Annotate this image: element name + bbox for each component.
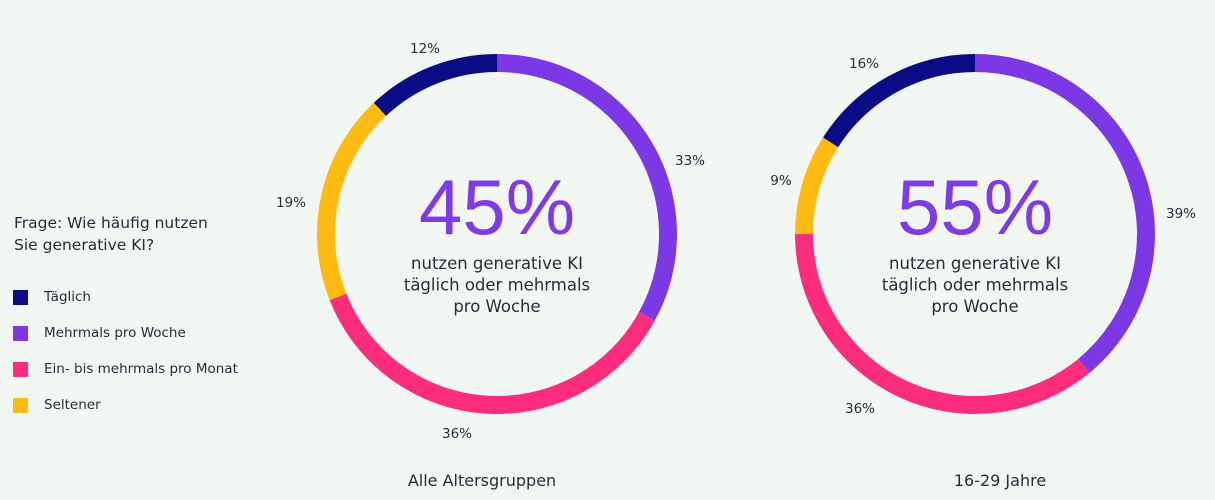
legend-item-mehrmals-pro-woche: Mehrmals pro Woche xyxy=(13,325,186,341)
segment-label: 9% xyxy=(770,173,792,189)
donut-segment xyxy=(795,233,1090,414)
center-text-line: täglich oder mehrmals xyxy=(404,276,590,295)
segment-label: 39% xyxy=(1166,206,1196,222)
chart-title: Alle Altersgruppen xyxy=(408,471,556,490)
legend-swatch xyxy=(13,289,28,305)
segment-label: 12% xyxy=(410,41,440,57)
donut-segment xyxy=(974,54,1155,373)
center-text-line: täglich oder mehrmals xyxy=(882,276,1068,295)
legend-item-pro-monat: Ein- bis mehrmals pro Monat xyxy=(13,361,238,377)
legend-swatch xyxy=(13,325,28,341)
donut-chart-1: 33% 36% 19% 12% 45% nutzen generative KI tägli… xyxy=(276,41,705,490)
segment-label: 36% xyxy=(442,426,472,442)
donut-segment xyxy=(317,102,387,301)
segment-label: 33% xyxy=(675,153,705,169)
donut-segment xyxy=(823,54,976,148)
center-value: 45% xyxy=(419,163,575,251)
chart-title: 16-29 Jahre xyxy=(954,471,1046,490)
legend-label: Täglich xyxy=(44,289,91,305)
donut-segment xyxy=(329,293,655,414)
legend-swatch xyxy=(13,361,28,377)
segment-label: 16% xyxy=(849,56,879,72)
donut-segment xyxy=(373,54,498,117)
center-text-line: pro Woche xyxy=(453,297,540,316)
segment-label: 19% xyxy=(276,195,306,211)
center-text-line: nutzen generative KI xyxy=(889,254,1061,273)
center-text-line: nutzen generative KI xyxy=(411,254,583,273)
segment-label: 36% xyxy=(845,401,875,417)
center-text-line: pro Woche xyxy=(931,297,1018,316)
legend-title: Frage: Wie häufig nutzen Sie generative … xyxy=(14,212,254,256)
legend-item-taeglich: Täglich xyxy=(13,289,91,305)
donut-segment xyxy=(496,54,677,321)
donut-chart-2: 39% 36% 9% 16% 55% nutzen generative KI täglic… xyxy=(770,54,1196,490)
legend-title-line: Frage: Wie häufig nutzen xyxy=(14,214,208,232)
legend-label: Ein- bis mehrmals pro Monat xyxy=(44,361,238,377)
legend-label: Seltener xyxy=(44,397,101,413)
legend-item-seltener: Seltener xyxy=(13,397,101,413)
legend-label: Mehrmals pro Woche xyxy=(44,325,186,341)
donut-segment xyxy=(795,137,839,235)
center-value: 55% xyxy=(897,163,1053,251)
legend-title-line: Sie generative KI? xyxy=(14,236,155,254)
legend-swatch xyxy=(13,397,28,413)
